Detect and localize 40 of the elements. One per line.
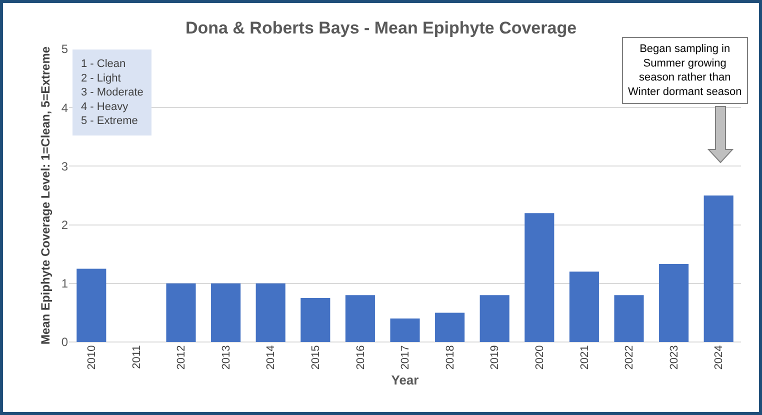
x-tick-label: 2019 — [489, 345, 502, 370]
y-tick-label: 4 — [61, 100, 68, 115]
x-tick-label: 2021 — [578, 345, 591, 370]
x-tick-label: 2023 — [668, 345, 680, 370]
bar — [524, 213, 554, 342]
x-tick-label: 2020 — [534, 345, 546, 370]
bar — [614, 295, 644, 342]
y-tick-label: 3 — [61, 159, 68, 174]
bar — [256, 283, 286, 342]
x-tick-label: 2012 — [176, 345, 188, 370]
bar — [390, 318, 420, 342]
x-tick-label: 2017 — [400, 345, 412, 370]
y-tick-label: 0 — [61, 335, 68, 350]
y-tick-label: 2 — [61, 218, 68, 232]
bar — [704, 196, 734, 342]
bar — [435, 312, 465, 342]
x-tick-label: 2011 — [130, 345, 143, 369]
x-tick-label: 2018 — [444, 345, 456, 370]
y-tick-label: 5 — [61, 42, 68, 56]
bar — [300, 298, 330, 342]
bar — [480, 295, 510, 342]
x-tick-label: 2015 — [310, 345, 322, 370]
annotation: Began sampling in Summer growing season rather than Winter dormant season — [628, 43, 742, 98]
x-axis-title: Year — [391, 372, 419, 388]
y-axis-title: Mean Epiphyte Coverage Level: 1=Clean, 5=Extreme — [38, 46, 53, 345]
bar — [659, 264, 689, 342]
bar — [166, 283, 196, 342]
x-tick-label: 2016 — [354, 345, 367, 370]
bar — [345, 295, 375, 342]
x-tick-label: 2022 — [624, 345, 636, 370]
bar — [211, 283, 241, 342]
x-tick-label: 2024 — [713, 345, 726, 370]
x-tick-label: 2010 — [86, 345, 98, 370]
chart-title: Dona & Roberts Bays - Mean Epiphyte Coverage — [185, 18, 577, 38]
bar — [569, 272, 599, 342]
annotation: 1 - Clean 2 - Light 3 - Moderate 4 - Heavy 5 - Extreme — [81, 58, 144, 128]
y-tick-label: 1 — [61, 276, 68, 291]
x-tick-label: 2013 — [220, 345, 232, 370]
x-tick-label: 2014 — [265, 345, 278, 370]
bar — [76, 268, 106, 342]
